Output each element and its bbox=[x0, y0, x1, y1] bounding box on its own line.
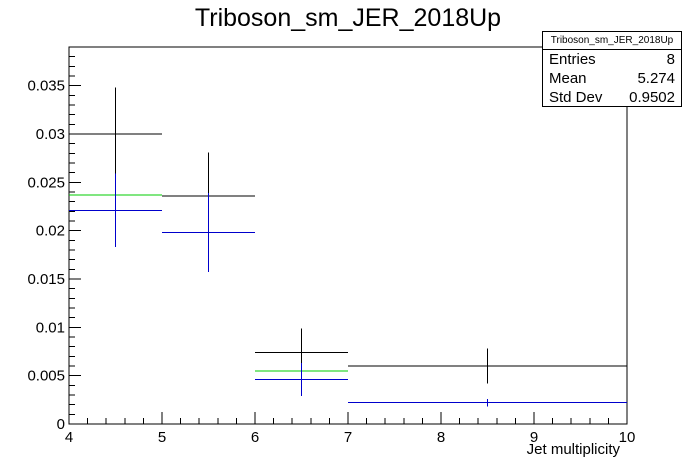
x-axis-label: Jet multiplicity bbox=[526, 441, 620, 458]
y-tick-label: 0.03 bbox=[36, 126, 65, 143]
x-tick-label: 4 bbox=[65, 429, 73, 446]
y-tick-label: 0.025 bbox=[27, 174, 65, 191]
x-tick-label: 10 bbox=[619, 429, 636, 446]
stats-row-mean: Mean 5.274 bbox=[543, 69, 681, 88]
x-tick-label: 8 bbox=[437, 429, 445, 446]
x-tick-label: 9 bbox=[530, 429, 538, 446]
x-tick-label: 5 bbox=[158, 429, 166, 446]
x-tick-label: 6 bbox=[251, 429, 259, 446]
stats-label: Std Dev bbox=[549, 89, 603, 106]
stats-label: Mean bbox=[549, 70, 587, 87]
stats-row-stddev: Std Dev 0.9502 bbox=[543, 88, 681, 107]
y-tick-label: 0.005 bbox=[27, 368, 65, 385]
stats-value: 8 bbox=[666, 51, 675, 68]
stats-value: 0.9502 bbox=[629, 89, 675, 106]
y-tick-label: 0 bbox=[57, 416, 65, 433]
stats-box-name: Triboson_sm_JER_2018Up bbox=[543, 32, 681, 50]
x-tick-label: 7 bbox=[344, 429, 352, 446]
y-tick-label: 0.02 bbox=[36, 223, 65, 240]
y-tick-label: 0.01 bbox=[36, 319, 65, 336]
chart-title: Triboson_sm_JER_2018Up bbox=[194, 4, 502, 32]
y-tick-label: 0.035 bbox=[27, 78, 65, 95]
y-tick-label: 0.015 bbox=[27, 271, 65, 288]
stats-row-entries: Entries 8 bbox=[543, 50, 681, 69]
stats-box: Triboson_sm_JER_2018Up Entries 8 Mean 5.… bbox=[542, 31, 682, 107]
stats-label: Entries bbox=[549, 51, 596, 68]
stats-value: 5.274 bbox=[637, 70, 675, 87]
